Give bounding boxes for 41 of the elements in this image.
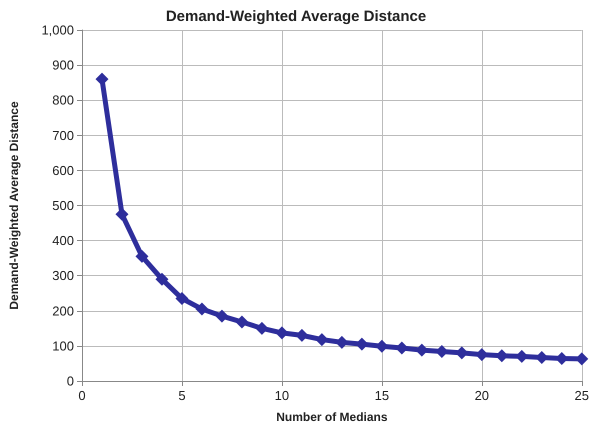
point (475, 348, 488, 362)
point (135, 250, 148, 263)
y-tick-label: 300 (52, 268, 74, 284)
x-tick-label: 5 (178, 388, 186, 403)
point (235, 316, 248, 329)
x-tick-label: 20 (474, 388, 490, 403)
point (215, 310, 228, 323)
point (395, 342, 408, 355)
point (335, 336, 348, 349)
point (295, 328, 308, 342)
x-tick-label: 10 (274, 388, 290, 403)
y-tick-label: 800 (52, 92, 74, 108)
x-tick-label: 15 (374, 388, 390, 403)
point (155, 272, 168, 286)
y-axis-title: Demand-Weighted Average Distance (7, 101, 21, 310)
y-tick-label: 400 (52, 233, 74, 248)
point (115, 208, 128, 221)
point (555, 352, 568, 366)
y-tick-label: 600 (52, 162, 74, 178)
point (435, 345, 448, 358)
point (415, 344, 428, 357)
y-tick-label: 0 (66, 374, 74, 388)
y-tick-label: 200 (52, 303, 74, 318)
y-tick-label: 500 (52, 198, 74, 213)
y-tick-label: 100 (52, 338, 74, 354)
x-tick-label: 0 (78, 388, 86, 403)
point (275, 326, 288, 340)
x-axis-title: Number of Medians (276, 410, 388, 424)
point (195, 302, 208, 316)
y-tick-label: 1,000 (41, 22, 74, 38)
point (175, 292, 188, 306)
point (255, 322, 268, 335)
x-tick-label: 25 (574, 388, 590, 403)
chart-title: Demand-Weighted Average Distance (166, 8, 426, 25)
y-tick-label: 700 (52, 128, 74, 143)
point (375, 340, 388, 353)
point (535, 350, 548, 364)
point (95, 72, 108, 86)
point (315, 333, 328, 346)
y-tick-label: 900 (52, 58, 74, 73)
point (355, 338, 368, 351)
